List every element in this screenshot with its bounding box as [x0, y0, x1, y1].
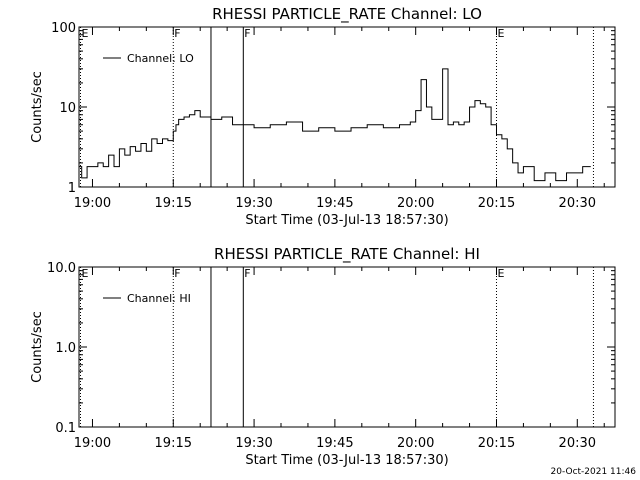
- x-tick-label: 19:45: [316, 436, 353, 451]
- chart-title: RHESSI PARTICLE_RATE Channel: HI: [214, 245, 480, 264]
- annotation-label: F: [174, 27, 180, 40]
- annotation-label: F: [244, 27, 250, 40]
- x-axis-label: Start Time (03-Jul-13 18:57:30): [245, 213, 448, 228]
- y-tick-label: 100: [51, 21, 76, 36]
- plot-frame: [78, 26, 616, 188]
- x-tick-label: 19:30: [235, 196, 272, 211]
- footer-timestamp: 20-Oct-2021 11:46: [551, 467, 637, 477]
- annotation-label: E: [82, 27, 89, 40]
- plot-frame: [78, 266, 616, 428]
- lo-channel-panel: RHESSI PARTICLE_RATE Channel: LO Counts/s…: [30, 5, 616, 228]
- annotation-label: E: [497, 27, 504, 40]
- x-tick-label: 20:15: [478, 436, 515, 451]
- y-tick-label: 0.1: [55, 421, 76, 436]
- annotation-label: E: [82, 267, 89, 280]
- x-tick-label: 19:30: [235, 436, 272, 451]
- x-tick-label: 20:15: [478, 196, 515, 211]
- x-tick-label: 19:00: [74, 196, 111, 211]
- y-tick-label: 10: [59, 101, 76, 116]
- y-axis-label: Counts/sec: [30, 311, 45, 383]
- x-tick-label: 20:00: [397, 436, 434, 451]
- annotation-label: E: [497, 267, 504, 280]
- x-tick-label: 19:15: [155, 196, 192, 211]
- annotation-label: F: [244, 267, 250, 280]
- x-axis-label: Start Time (03-Jul-13 18:57:30): [245, 453, 448, 468]
- x-tick-label: 20:30: [559, 436, 596, 451]
- x-tick-label: 20:30: [559, 196, 596, 211]
- x-tick-label: 20:00: [397, 196, 434, 211]
- x-tick-label: 19:15: [155, 436, 192, 451]
- legend-label: Channel: HI: [127, 292, 191, 305]
- y-axis-label: Counts/sec: [30, 71, 45, 143]
- chart-title: RHESSI PARTICLE_RATE Channel: LO: [212, 5, 482, 24]
- y-tick-label: 1.0: [55, 341, 76, 356]
- annotation-label: F: [174, 267, 180, 280]
- series-line-channel-lo: [79, 68, 591, 182]
- x-tick-label: 19:45: [316, 196, 353, 211]
- hi-channel-panel: RHESSI PARTICLE_RATE Channel: HI Counts/s…: [30, 245, 616, 468]
- legend-label: Channel: LO: [127, 52, 194, 65]
- y-tick-label: 1: [68, 181, 76, 196]
- x-tick-label: 19:00: [74, 436, 111, 451]
- y-tick-label: 10.0: [47, 261, 76, 276]
